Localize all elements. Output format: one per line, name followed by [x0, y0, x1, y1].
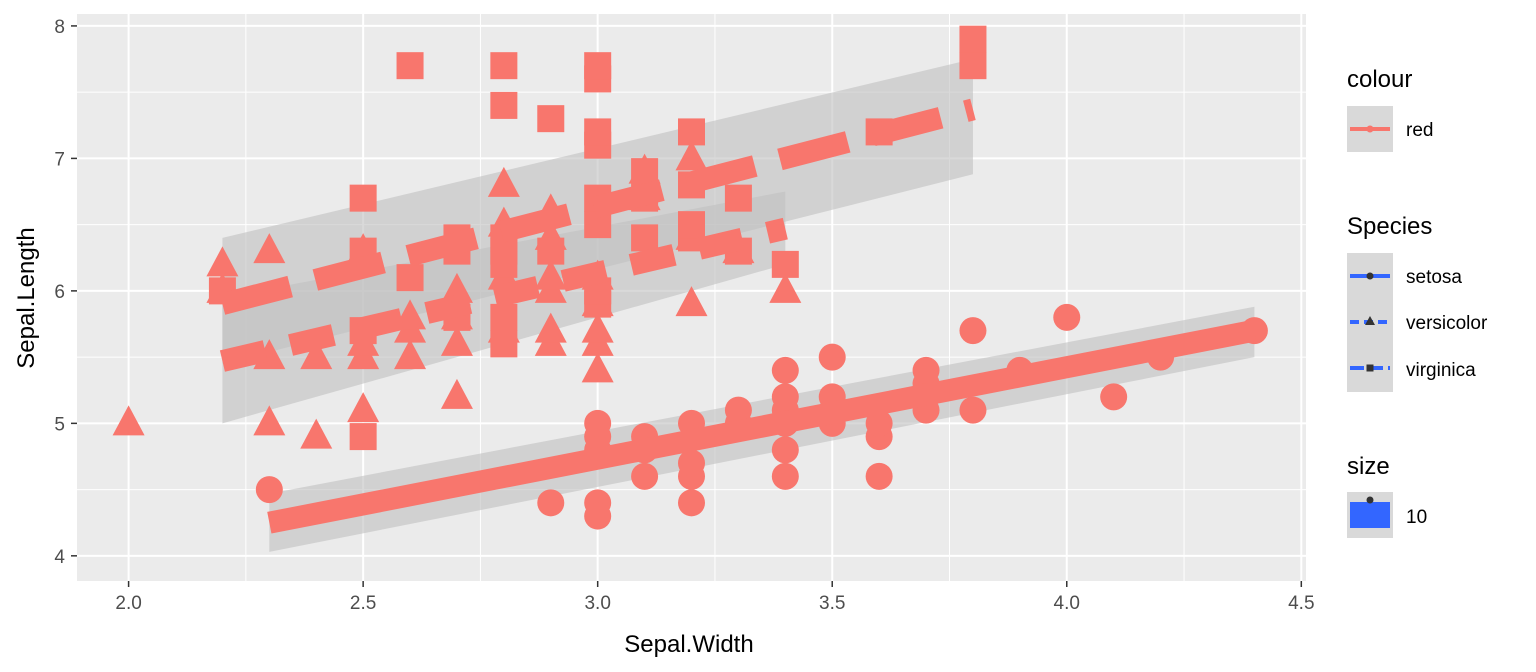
- legend-colour-label-red: red: [1406, 120, 1433, 141]
- point-virginica: [396, 264, 424, 292]
- fit-lines: [219, 98, 1257, 534]
- point-virginica: [349, 184, 377, 212]
- point-setosa: [631, 462, 659, 490]
- point-virginica: [349, 423, 377, 451]
- point-setosa: [959, 317, 987, 345]
- point-virginica: [490, 91, 518, 119]
- point-versicolor: [394, 339, 427, 370]
- point-setosa: [771, 383, 799, 411]
- point-setosa: [678, 449, 705, 477]
- point-virginica: [537, 105, 565, 133]
- x-tick-label: 3.5: [819, 593, 845, 614]
- point-setosa: [818, 343, 846, 371]
- legend-key-triangle: [1365, 316, 1375, 325]
- legend-colour-title: colour: [1347, 66, 1412, 93]
- y-tick-label: 6: [54, 282, 65, 303]
- fit-line-versicolor: [219, 217, 788, 372]
- point-virginica: [490, 52, 518, 80]
- point-versicolor: [534, 259, 567, 290]
- x-axis-ticks: 2.0 2.5 3.0 3.5 4.0 4.5: [115, 581, 1315, 614]
- point-virginica: [490, 330, 518, 358]
- point-setosa: [584, 502, 612, 530]
- legend-key-size-bar: [1350, 502, 1390, 528]
- y-tick-label: 4: [54, 547, 65, 568]
- point-setosa: [724, 396, 752, 424]
- point-versicolor: [112, 405, 145, 436]
- point-versicolor: [581, 352, 614, 383]
- point-setosa: [255, 476, 283, 504]
- legend-key-point: [1366, 125, 1374, 133]
- y-tick-label: 8: [54, 17, 65, 38]
- legend-species-label-setosa: setosa: [1406, 267, 1462, 288]
- point-virginica: [396, 52, 424, 80]
- point-versicolor: [675, 286, 708, 317]
- point-virginica: [678, 211, 705, 239]
- point-versicolor: [675, 140, 708, 171]
- legend-key-circle: [1366, 272, 1374, 280]
- point-versicolor: [581, 312, 614, 343]
- x-tick-label: 4.5: [1288, 593, 1314, 614]
- point-setosa: [678, 489, 705, 517]
- point-virginica: [490, 303, 518, 331]
- point-setosa: [771, 462, 799, 490]
- legend-size: size 10: [1347, 453, 1427, 538]
- fit-line-setosa: [267, 319, 1257, 534]
- legend-species-label-virginica: virginica: [1406, 360, 1476, 381]
- point-virginica: [631, 224, 659, 252]
- y-tick-label: 5: [54, 414, 65, 435]
- point-virginica: [678, 118, 705, 146]
- point-versicolor: [300, 418, 333, 449]
- point-virginica: [724, 184, 752, 212]
- x-tick-label: 3.0: [584, 593, 610, 614]
- point-setosa: [771, 436, 799, 464]
- legend-key-square: [1366, 364, 1374, 372]
- point-setosa: [865, 409, 893, 437]
- point-versicolor: [487, 166, 520, 197]
- point-versicolor: [769, 272, 802, 303]
- x-axis-title: Sepal.Width: [624, 631, 753, 658]
- point-versicolor: [534, 312, 567, 343]
- point-virginica: [959, 52, 987, 80]
- x-tick-label: 2.5: [350, 593, 376, 614]
- point-setosa: [584, 409, 612, 437]
- y-axis-title: Sepal.Length: [13, 227, 40, 368]
- point-setosa: [1053, 303, 1081, 331]
- point-setosa: [959, 396, 987, 424]
- legend-size-label-10: 10: [1406, 507, 1427, 528]
- point-virginica: [537, 237, 565, 265]
- point-versicolor: [253, 233, 286, 264]
- point-virginica: [771, 250, 799, 278]
- legend-size-title: size: [1347, 453, 1390, 480]
- legend-colour: colour red: [1347, 66, 1433, 152]
- point-versicolor: [253, 405, 286, 436]
- legend-key-point: [1366, 496, 1374, 504]
- point-setosa: [771, 356, 799, 384]
- point-setosa: [865, 462, 893, 490]
- point-virginica: [631, 158, 659, 186]
- point-versicolor: [300, 339, 333, 370]
- point-virginica: [584, 118, 612, 146]
- point-versicolor: [440, 378, 473, 409]
- legend-species: Species setosa versicolor virginica: [1347, 213, 1488, 392]
- legend-species-label-versicolor: versicolor: [1406, 313, 1488, 334]
- legend-species-title: Species: [1347, 213, 1432, 240]
- y-axis-ticks: 4 5 6 7 8: [54, 17, 77, 568]
- point-versicolor: [440, 325, 473, 356]
- point-setosa: [1100, 383, 1128, 411]
- x-tick-label: 2.0: [115, 593, 141, 614]
- point-versicolor: [206, 246, 239, 277]
- y-tick-label: 7: [54, 149, 65, 170]
- fit-line-virginica: [219, 98, 976, 315]
- point-setosa: [912, 356, 940, 384]
- point-virginica: [959, 25, 987, 53]
- point-virginica: [584, 52, 612, 80]
- point-versicolor: [347, 392, 380, 423]
- point-setosa: [537, 489, 565, 517]
- x-tick-label: 4.0: [1054, 593, 1080, 614]
